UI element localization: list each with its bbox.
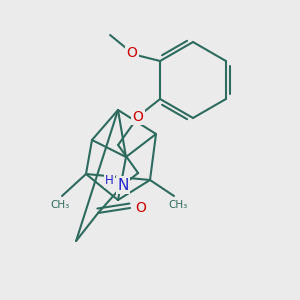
Text: H: H: [105, 173, 113, 187]
Text: CH₃: CH₃: [50, 200, 70, 210]
Text: O: O: [136, 201, 146, 215]
Text: N: N: [117, 178, 129, 193]
Text: CH₃: CH₃: [168, 200, 188, 210]
Text: O: O: [133, 110, 143, 124]
Text: O: O: [127, 46, 137, 60]
